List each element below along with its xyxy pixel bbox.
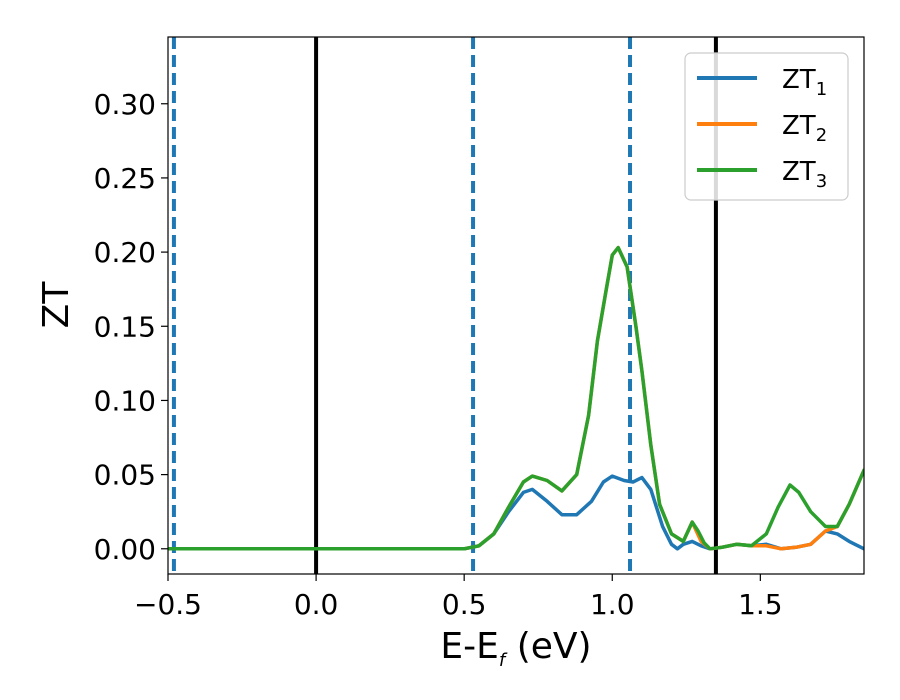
legend-label-zt1: ZT1 xyxy=(782,65,827,100)
x-tick-label: 0.5 xyxy=(442,588,487,621)
y-axis-label: ZT xyxy=(36,281,77,329)
y-tick-label: 0.20 xyxy=(94,236,156,269)
series-layer xyxy=(168,245,864,551)
y-tick-label: 0.05 xyxy=(94,459,156,492)
x-tick-label: 0.0 xyxy=(294,588,339,621)
y-tick-label: 0.00 xyxy=(94,533,156,566)
plot-frame xyxy=(167,36,865,575)
x-tick-label: 1.0 xyxy=(590,588,635,621)
x-tick-label: 1.5 xyxy=(738,588,783,621)
legend-label-zt2: ZT2 xyxy=(782,111,827,146)
y-axis: 0.00 0.05 0.10 0.15 0.20 0.25 0.30 xyxy=(94,88,168,566)
y-tick-label: 0.10 xyxy=(94,384,156,417)
x-tick-label: −0.5 xyxy=(134,588,202,621)
reference-lines xyxy=(171,37,718,574)
x-axis-label: E-Ef (eV) xyxy=(440,626,591,671)
legend: ZT1 ZT2 ZT3 xyxy=(684,52,849,201)
y-tick-label: 0.15 xyxy=(94,310,156,343)
x-axis: −0.5 0.0 0.5 1.0 1.5 xyxy=(134,574,783,621)
series-line-zt3 xyxy=(168,245,864,551)
legend-box xyxy=(684,52,849,201)
y-tick-label: 0.25 xyxy=(94,162,156,195)
legend-label-zt3: ZT3 xyxy=(782,157,827,192)
y-tick-label: 0.30 xyxy=(94,88,156,121)
